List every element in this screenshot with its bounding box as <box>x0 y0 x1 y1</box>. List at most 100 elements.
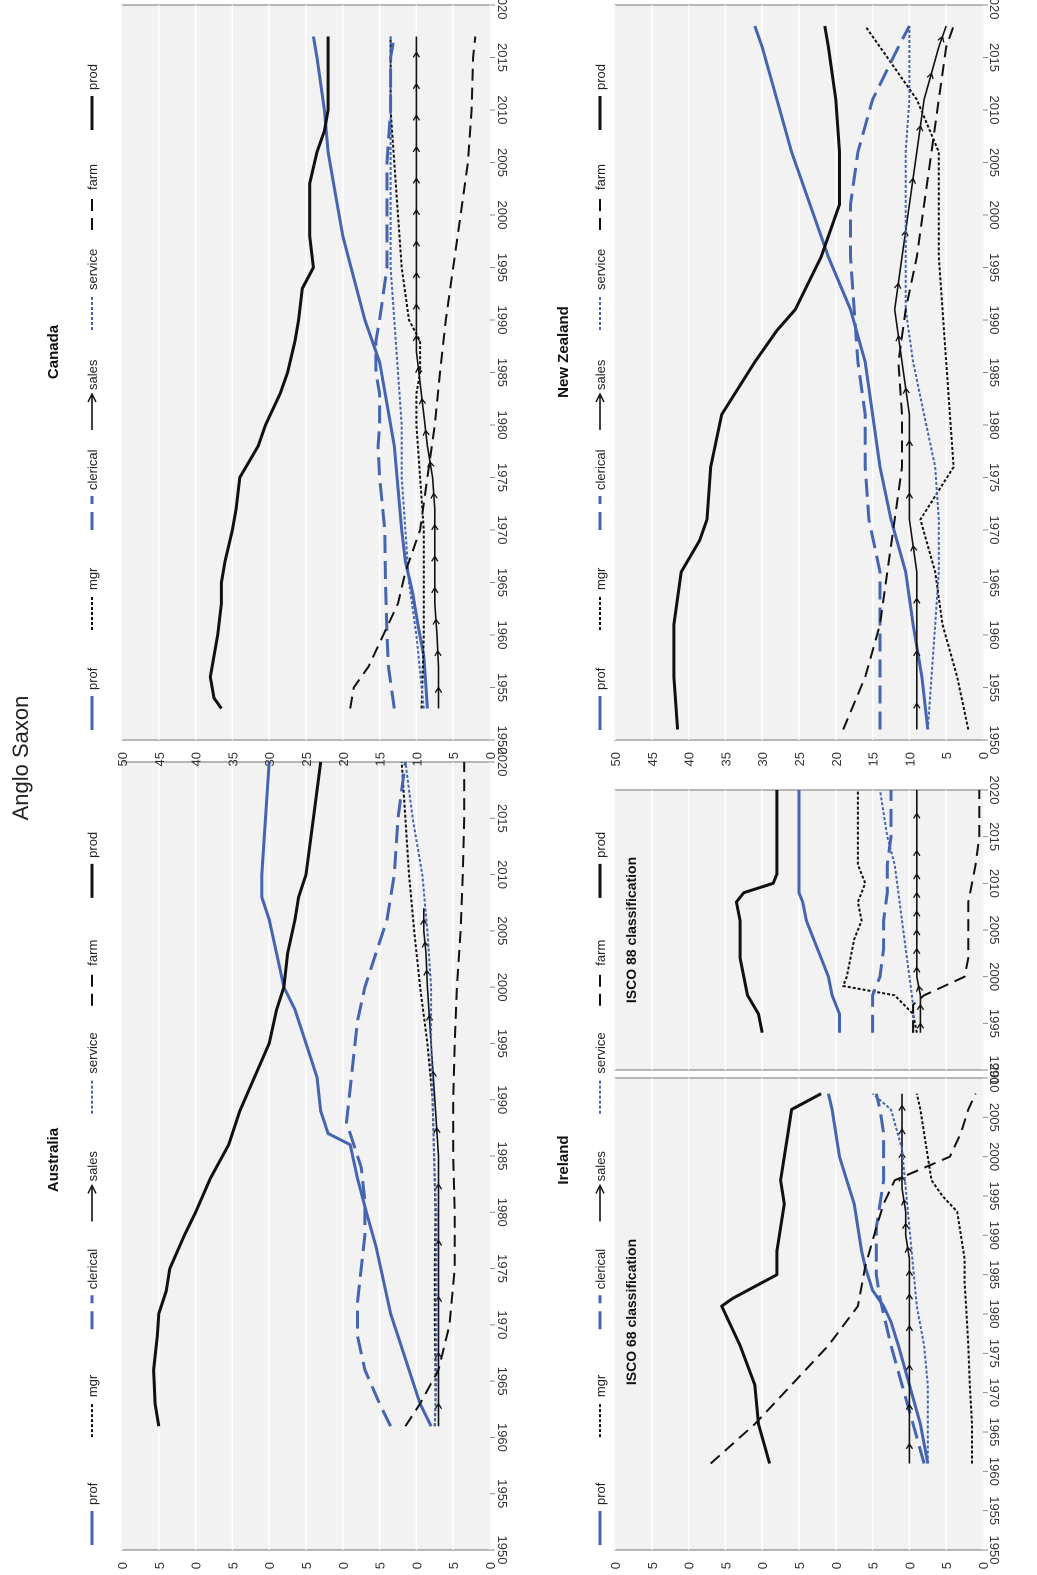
legend-item-service: service <box>85 249 100 330</box>
legend-label-service: service <box>593 1032 608 1073</box>
value-tick-label: 35 <box>225 752 240 766</box>
sales-arrow-marker <box>412 208 421 216</box>
year-tick-label: 1985 <box>495 1142 510 1171</box>
sales-arrow-marker <box>431 523 439 531</box>
year-tick-label: 2005 <box>987 1103 1002 1132</box>
year-tick-label: 1990 <box>987 1056 1002 1085</box>
sales-arrow-marker <box>434 1351 443 1359</box>
value-tick-label: 40 <box>682 752 697 766</box>
legend-label-clerical: clerical <box>593 1249 608 1290</box>
legend-item-sales: sales <box>593 359 608 430</box>
sales-arrow-marker <box>415 366 423 373</box>
year-tick-label: 1970 <box>495 1310 510 1339</box>
sales-arrow-marker <box>913 702 921 709</box>
legend-item-mgr: mgr <box>85 567 100 630</box>
sales-arrow-marker <box>937 35 945 43</box>
series-line-prof <box>311 36 429 709</box>
series-line-clerical <box>874 1093 926 1464</box>
legend-label-clerical: clerical <box>85 1249 100 1290</box>
sales-arrow-marker <box>913 910 921 917</box>
series-line-sales <box>893 25 947 730</box>
series-line-service <box>904 26 940 730</box>
sales-arrow-marker <box>412 271 421 279</box>
sales-arrow-marker <box>434 1402 443 1410</box>
year-tick-label: 1975 <box>495 463 510 492</box>
sales-arrow-marker <box>421 940 430 948</box>
value-tick-label: 45 <box>152 752 167 766</box>
sales-arrow-marker <box>915 984 924 992</box>
value-tick-label: 50 <box>115 1562 130 1570</box>
panel-title: Ireland <box>555 1135 572 1184</box>
chart-panel-1: 0 5 10 15 20 25 30 35 40 45 50 1950 1955 1960 1965 1970… <box>45 0 510 766</box>
year-tick-label: 1995 <box>987 1009 1002 1038</box>
sales-arrow-marker <box>412 240 421 247</box>
series-line-mgr <box>389 36 425 709</box>
legend-label-farm: farm <box>85 940 100 966</box>
year-tick-label: 1980 <box>495 411 510 440</box>
legend-label-prof: prof <box>85 1482 100 1505</box>
year-tick-label: 1975 <box>495 1254 510 1283</box>
sales-arrow-marker <box>412 82 421 90</box>
sales-arrow-marker <box>905 1293 914 1300</box>
year-tick-label: 1990 <box>495 306 510 335</box>
year-tick-label: 2000 <box>495 201 510 230</box>
legend-item-mgr: mgr <box>85 1374 100 1438</box>
year-tick-label: 1950 <box>495 726 510 755</box>
value-tick-label: 15 <box>866 1562 881 1570</box>
legend-item-prod: prod <box>593 64 608 130</box>
value-tick-label: 0 <box>483 1562 498 1569</box>
sales-arrow-marker <box>913 812 921 819</box>
legend-item-prof: prof <box>85 667 100 730</box>
legend-item-service: service <box>85 1032 100 1114</box>
legend-label-prof: prof <box>593 1482 608 1505</box>
legend-item-mgr: mgr <box>593 1374 608 1438</box>
year-tick-label: 2010 <box>987 1064 1002 1093</box>
sales-arrow-marker <box>434 649 442 657</box>
legend-arrow-sales <box>595 392 605 403</box>
year-tick-label: 1965 <box>987 1418 1002 1447</box>
sales-arrow-marker <box>902 1222 910 1229</box>
legend-item-prof: prof <box>593 1482 608 1545</box>
legend-label-service: service <box>85 249 100 290</box>
legend-label-mgr: mgr <box>593 1374 608 1397</box>
series-line-prod <box>152 761 323 1427</box>
legend-label-sales: sales <box>85 1151 100 1182</box>
value-tick-label: 20 <box>336 752 351 766</box>
sales-arrow-marker <box>913 597 921 604</box>
value-tick-label: 25 <box>792 1562 807 1570</box>
sales-arrow-marker <box>412 334 421 342</box>
year-tick-label: 1985 <box>495 358 510 387</box>
value-tick-label: 15 <box>373 752 388 766</box>
value-tick-label: 10 <box>902 752 917 766</box>
legend-item-clerical: clerical <box>593 449 608 530</box>
value-tick-label: 50 <box>608 752 623 766</box>
sales-arrow-marker <box>905 1363 914 1371</box>
value-tick-label: 15 <box>866 752 881 766</box>
legend-label-mgr: mgr <box>85 1374 100 1397</box>
year-tick-label: 2005 <box>987 148 1002 177</box>
sales-arrow-marker <box>432 618 440 625</box>
legend-item-service: service <box>593 1032 608 1114</box>
year-tick-label: 2010 <box>495 860 510 889</box>
year-tick-label: 1970 <box>987 516 1002 545</box>
value-tick-label: 0 <box>976 752 991 759</box>
series-line-service <box>871 1092 929 1464</box>
year-tick-label: 1995 <box>987 253 1002 282</box>
year-tick-label: 2020 <box>987 0 1002 19</box>
year-tick-label: 2000 <box>987 962 1002 991</box>
sales-arrow-marker <box>905 492 914 499</box>
legend-label-prod: prod <box>85 64 100 90</box>
sales-arrow-marker <box>904 1245 912 1253</box>
value-tick-label: 5 <box>446 1562 461 1569</box>
year-tick-label: 1985 <box>987 1260 1002 1289</box>
value-tick-label: 50 <box>608 1562 623 1570</box>
year-tick-label: 1975 <box>987 1339 1002 1368</box>
year-tick-label: 2020 <box>495 0 510 19</box>
value-tick-label: 0 <box>483 752 498 759</box>
panel-subtitle: ISCO 68 classification <box>623 1239 639 1385</box>
sales-arrow-marker <box>434 686 443 693</box>
legend-label-sales: sales <box>593 359 608 390</box>
series-line-farm <box>404 762 466 1427</box>
value-tick-label: 45 <box>152 1562 167 1570</box>
